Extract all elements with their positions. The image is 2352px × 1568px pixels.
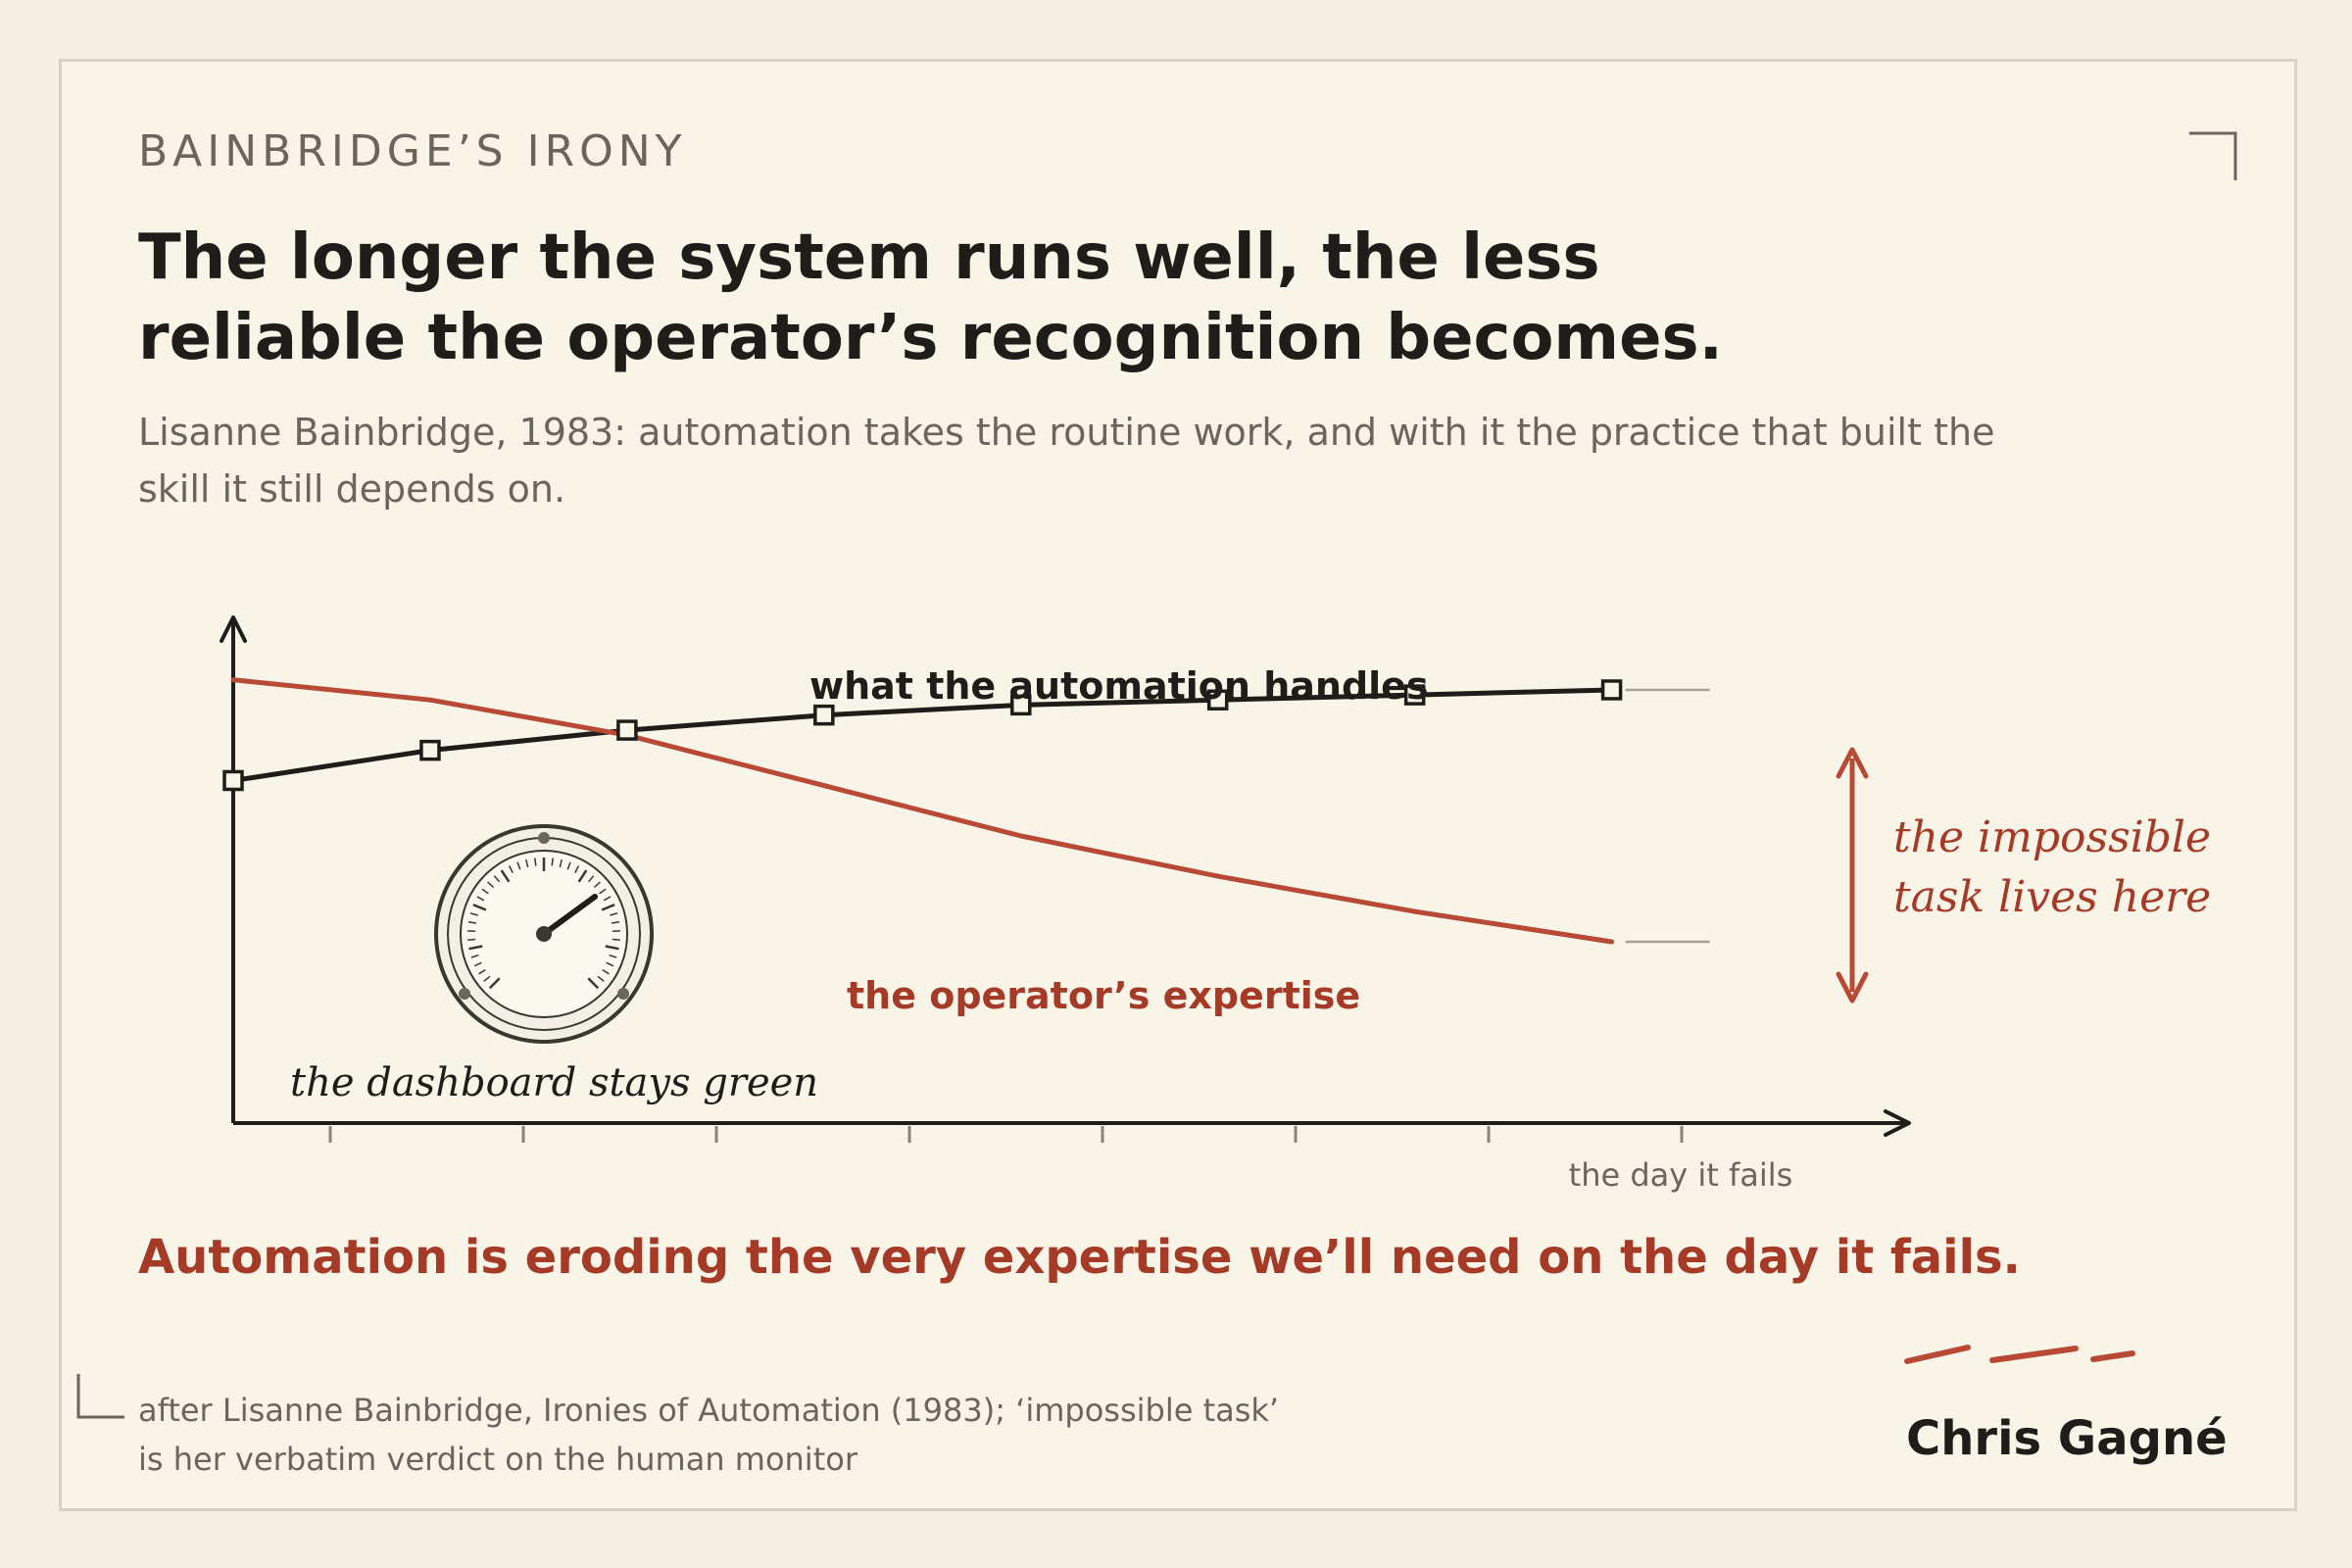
- chart-axes: [220, 615, 1911, 1137]
- subtitle-line-1: Lisanne Bainbridge, 1983: automation tak…: [138, 411, 1995, 454]
- point-marker: [419, 739, 441, 761]
- point-marker: [813, 704, 835, 726]
- gauge-tick: [470, 954, 479, 958]
- gauge-tick: [493, 875, 501, 883]
- gauge-tick: [500, 869, 511, 883]
- gauge-tick: [469, 912, 478, 916]
- gauge-tick: [609, 954, 617, 958]
- gauge-tick: [603, 896, 612, 902]
- series-label-automation: what the automation handles: [809, 664, 1429, 708]
- gauge-tick: [587, 977, 600, 990]
- gauge-tick: [481, 888, 489, 895]
- point-marker: [1403, 684, 1426, 706]
- gap-double-arrow: [1836, 747, 1869, 1004]
- impossible-task-line-2: task lives here: [1893, 872, 2211, 922]
- gap-guides: [1625, 688, 1710, 944]
- gauge-tick: [610, 912, 618, 916]
- series-line-automation: [230, 687, 1615, 783]
- gauge-tick: [574, 865, 580, 873]
- gauge-tick: [601, 904, 615, 911]
- gauge-tick: [525, 859, 529, 868]
- gauge-tick: [473, 961, 482, 967]
- x-axis-end-label: the day it fails: [1569, 1156, 1793, 1194]
- dashboard-gauge-icon: [434, 824, 654, 1044]
- gauge-tick: [487, 881, 495, 889]
- point-marker: [1206, 689, 1229, 710]
- source-line-2: is her verbatim verdict on the human mon…: [138, 1441, 858, 1478]
- series-lines: [230, 677, 1615, 945]
- gauge-tick: [587, 875, 595, 883]
- gauge-tick: [577, 869, 588, 883]
- gauge-tick: [468, 945, 483, 951]
- eyebrow-label: BAINBRIDGE’S IRONY: [138, 126, 687, 176]
- conclusion: Automation is eroding the very expertise…: [138, 1230, 2021, 1285]
- gauge-tick: [534, 858, 537, 866]
- point-marker: [1600, 679, 1623, 701]
- subtitle: Lisanne Bainbridge, 1983: automation tak…: [138, 404, 2079, 517]
- gauge-tick: [599, 888, 607, 895]
- headline: The longer the system runs well, the les…: [138, 218, 1804, 378]
- gauge-tick: [516, 861, 521, 870]
- point-marker: [616, 719, 638, 741]
- gauge-tick: [467, 938, 476, 941]
- x-ticks: [328, 1126, 1684, 1143]
- gauge-tick: [467, 921, 477, 924]
- gauge-tick: [606, 961, 614, 967]
- subtitle-line-2: skill it still depends on.: [138, 467, 566, 511]
- gauge-tick: [559, 859, 563, 868]
- series-line-expertise: [230, 677, 1615, 945]
- y-axis-arrow: [220, 615, 247, 643]
- gauge-tick: [602, 968, 610, 975]
- series-markers: [222, 679, 1623, 792]
- point-marker: [222, 769, 244, 792]
- x-axis-arrow: [1884, 1109, 1911, 1137]
- gauge-tick: [478, 968, 486, 975]
- gauge-tick: [566, 861, 571, 870]
- gauge-tick: [476, 896, 485, 902]
- source-note: after Lisanne Bainbridge, Ironies of Aut…: [138, 1386, 1279, 1484]
- point-marker: [1010, 694, 1032, 716]
- gauge-tick: [472, 904, 487, 911]
- gauge-tick: [508, 865, 514, 873]
- gauge-tick: [612, 938, 620, 941]
- card: [59, 59, 2297, 1511]
- headline-line-1: The longer the system runs well, the les…: [138, 221, 1600, 294]
- gauge-tick: [488, 977, 501, 990]
- series-label-expertise: the operator’s expertise: [847, 974, 1360, 1017]
- impossible-task-line-1: the impossible: [1893, 812, 2211, 862]
- gauge-tick: [483, 975, 491, 982]
- source-line-1: after Lisanne Bainbridge, Ironies of Aut…: [138, 1392, 1280, 1429]
- gauge-tick: [605, 945, 619, 951]
- gauge-tick: [611, 921, 620, 924]
- author-name: Chris Gagné: [1906, 1411, 2228, 1466]
- gauge-tick: [597, 975, 605, 982]
- gauge-tick: [551, 858, 554, 866]
- gauge-tick: [593, 881, 601, 889]
- dashboard-note: the dashboard stays green: [290, 1060, 818, 1105]
- headline-line-2: reliable the operator’s recognition beco…: [138, 302, 1723, 374]
